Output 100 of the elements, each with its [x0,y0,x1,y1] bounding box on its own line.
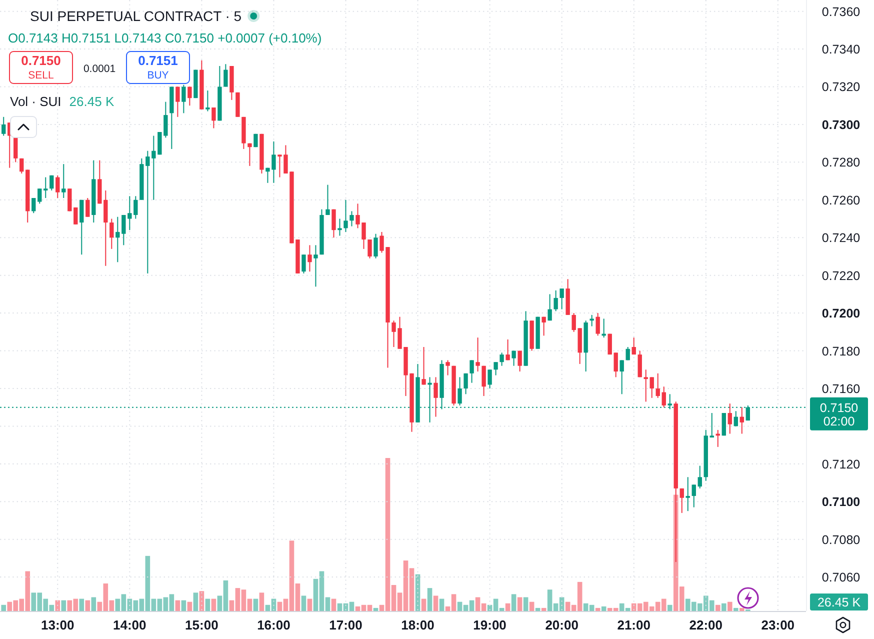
annotation: SELL [28,70,54,82]
candlestick [212,106,216,129]
annotation: 0.0001 [83,63,116,75]
bar [601,606,606,611]
candlestick [494,362,498,376]
bar [535,608,540,611]
bar [307,598,312,611]
y-tick-label: 0.7120 [822,457,860,472]
y-tick-label: 0.7260 [822,193,860,208]
x-tick-label: 13:00 [41,618,74,632]
candlestick [554,290,558,312]
bar [373,608,378,611]
candlestick [50,174,54,191]
candlestick [476,337,480,372]
candlestick [2,116,6,136]
bar [427,588,432,611]
candlestick [692,484,696,508]
candlestick [488,369,492,389]
x-tick-label: 18:00 [401,618,434,632]
bar [331,598,336,611]
y-tick-label: 0.7080 [822,532,860,547]
candlestick [500,352,504,366]
bar [421,598,426,611]
candlestick [68,188,72,212]
candlestick [206,90,210,112]
y-tick-label: 0.7320 [822,80,860,94]
candlestick [224,64,228,88]
candlestick [248,142,252,166]
bar [79,598,84,611]
annotation: BUY [147,70,169,82]
candlestick [626,346,630,361]
ref-line-label: 0.7150 [820,400,858,415]
candlestick [740,406,744,434]
candlestick [116,216,120,263]
candlestick [74,206,78,225]
text: SUI PERPETUAL CONTRACT · 5 [30,8,242,24]
bar [739,608,744,611]
bar [733,608,738,611]
bar [55,600,60,611]
text: 02:00 [823,414,855,428]
y-tick-label: 0.7100 [822,495,860,510]
candlestick [596,312,600,336]
x-tick-label: 21:00 [617,618,650,632]
candlestick [464,372,468,395]
text: O0.7143 H0.7151 L0.7143 C0.7150 +0.0007 (+0.10%) [8,30,322,46]
candlestick [20,158,24,174]
annotation: 0.7151 [138,53,178,68]
y-tick-label: 0.7280 [822,156,860,170]
y-tick-label: 0.7340 [822,42,860,57]
candlestick [326,184,330,216]
candlestick [182,84,186,114]
bar [91,597,96,611]
y-tick-label: 0.7060 [822,570,860,585]
y-tick-label: 0.7160 [822,382,860,396]
bar [205,598,210,611]
candlestick [44,176,48,199]
candlestick [38,188,42,204]
candlestick [680,488,684,514]
bar [721,603,726,611]
candlestick [590,314,594,327]
x-tick-label: 20:00 [545,618,578,632]
candlestick [698,465,702,489]
candlestick [470,360,474,384]
text: 26.45 K [817,596,862,610]
candlestick [374,233,378,259]
candlestick [542,316,546,336]
y-tick-label: 0.7300 [822,118,860,132]
bar [529,602,534,611]
bar [211,598,216,611]
candlestick [710,412,714,438]
candlestick [728,403,732,434]
bar [193,592,198,611]
x-tick-label: 16:00 [257,618,290,632]
y-tick-label: 0.7360 [822,4,860,19]
candlestick [14,137,18,163]
bar [187,602,192,611]
bar [541,608,546,611]
bar [667,604,672,611]
candlestick [56,174,60,199]
bar [715,604,720,611]
candlestick [104,190,108,266]
candlestick [308,244,312,272]
candlestick [638,350,642,378]
candlestick [686,476,690,512]
bar [259,592,264,611]
candlestick [332,208,336,238]
y-tick-label: 0.7220 [822,268,860,283]
candlestick [644,369,648,402]
x-tick-label: 19:00 [473,618,506,632]
candlestick [302,254,306,274]
candlestick [716,429,720,448]
bar [85,600,90,611]
y-tick-label: 0.7240 [822,231,860,246]
annotation: 0.7150 [21,53,61,68]
y-tick-label: 0.7180 [822,344,860,358]
candlestick [650,376,654,398]
y-tick-label: 0.7200 [822,306,860,321]
candlestick [656,372,660,398]
x-tick-label: 14:00 [113,618,146,632]
bar [505,603,510,611]
